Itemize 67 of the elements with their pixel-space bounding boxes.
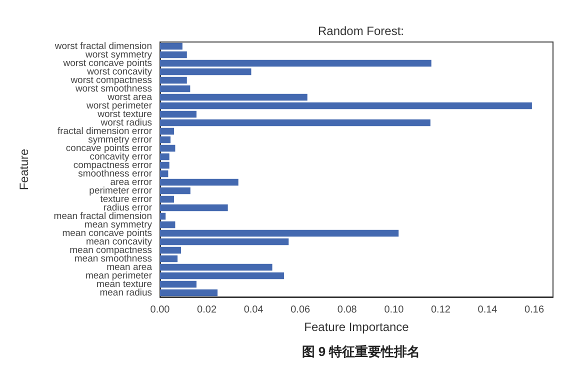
bar [160,255,178,262]
bar [160,42,182,50]
y-tick-label: worst perimeter [86,100,152,112]
y-tick-label: worst smoothness [74,83,152,94]
y-tick-label: mean area [106,262,153,273]
y-tick-label: radius error [103,202,152,214]
x-tick-label: 0.16 [524,304,544,316]
bar [160,196,174,203]
bar [160,170,168,178]
y-tick-label: perimeter error [89,185,152,196]
bar [160,60,432,67]
bar [160,212,166,220]
y-tick-label: mean radius [100,287,152,298]
x-tick-label: 0.06 [290,304,311,316]
y-tick-label: symmetry error [88,134,152,146]
bar [160,76,187,84]
bar [160,264,272,271]
bar [160,153,170,160]
bar [160,110,196,118]
bar [160,178,238,186]
y-tick-label: mean texture [96,278,152,290]
bar [160,204,228,212]
y-tick-label: worst area [106,92,153,103]
y-tick-label: worst texture [96,108,152,120]
x-tick-label: 0.08 [337,304,358,316]
y-tick-label: mean perimeter [85,270,152,282]
y-tick-label: texture error [100,194,152,205]
y-axis-title: Feature [17,148,31,190]
x-tick-label: 0.12 [430,304,451,316]
bar [160,289,218,296]
bar [160,162,170,169]
x-tick-label: 0.00 [150,304,170,316]
bar [160,85,190,92]
bar [160,94,308,101]
y-tick-label: worst fractal dimension [54,40,152,52]
bar [160,68,252,76]
x-axis-title: Feature Importance [304,320,410,334]
bar [160,128,174,135]
bar [160,238,289,246]
caption: 图 9 特征重要性排名 [302,344,420,359]
bar [160,221,176,228]
y-tick-label: worst concavity [86,66,152,78]
y-tick-label: mean fractal dimension [54,210,152,222]
y-tick-label: worst radius [100,117,152,128]
y-tick-label: mean smoothness [74,253,152,264]
bar [160,119,430,126]
chart-title: Random Forest: [318,24,404,38]
y-tick-label: concavity error [90,151,152,162]
x-tick-label: 0.10 [384,304,404,316]
bar [160,230,399,237]
bar [160,136,171,144]
y-tick-label: mean concavity [86,236,152,248]
y-tick-label: smoothness error [78,168,152,180]
x-tick-label: 0.14 [478,304,498,316]
y-tick-label: area error [110,176,152,188]
y-tick-label: mean symmetry [84,219,152,230]
bar [160,280,196,288]
bar [160,102,532,110]
bar [160,246,182,254]
bar [160,187,190,194]
y-tick-label: fractal dimension error [57,126,152,137]
bar [160,51,187,58]
bar [160,272,284,280]
x-tick-label: 0.04 [244,304,264,316]
x-tick-label: 0.02 [197,304,217,316]
y-tick-label: worst symmetry [84,49,152,60]
bar [160,144,176,152]
